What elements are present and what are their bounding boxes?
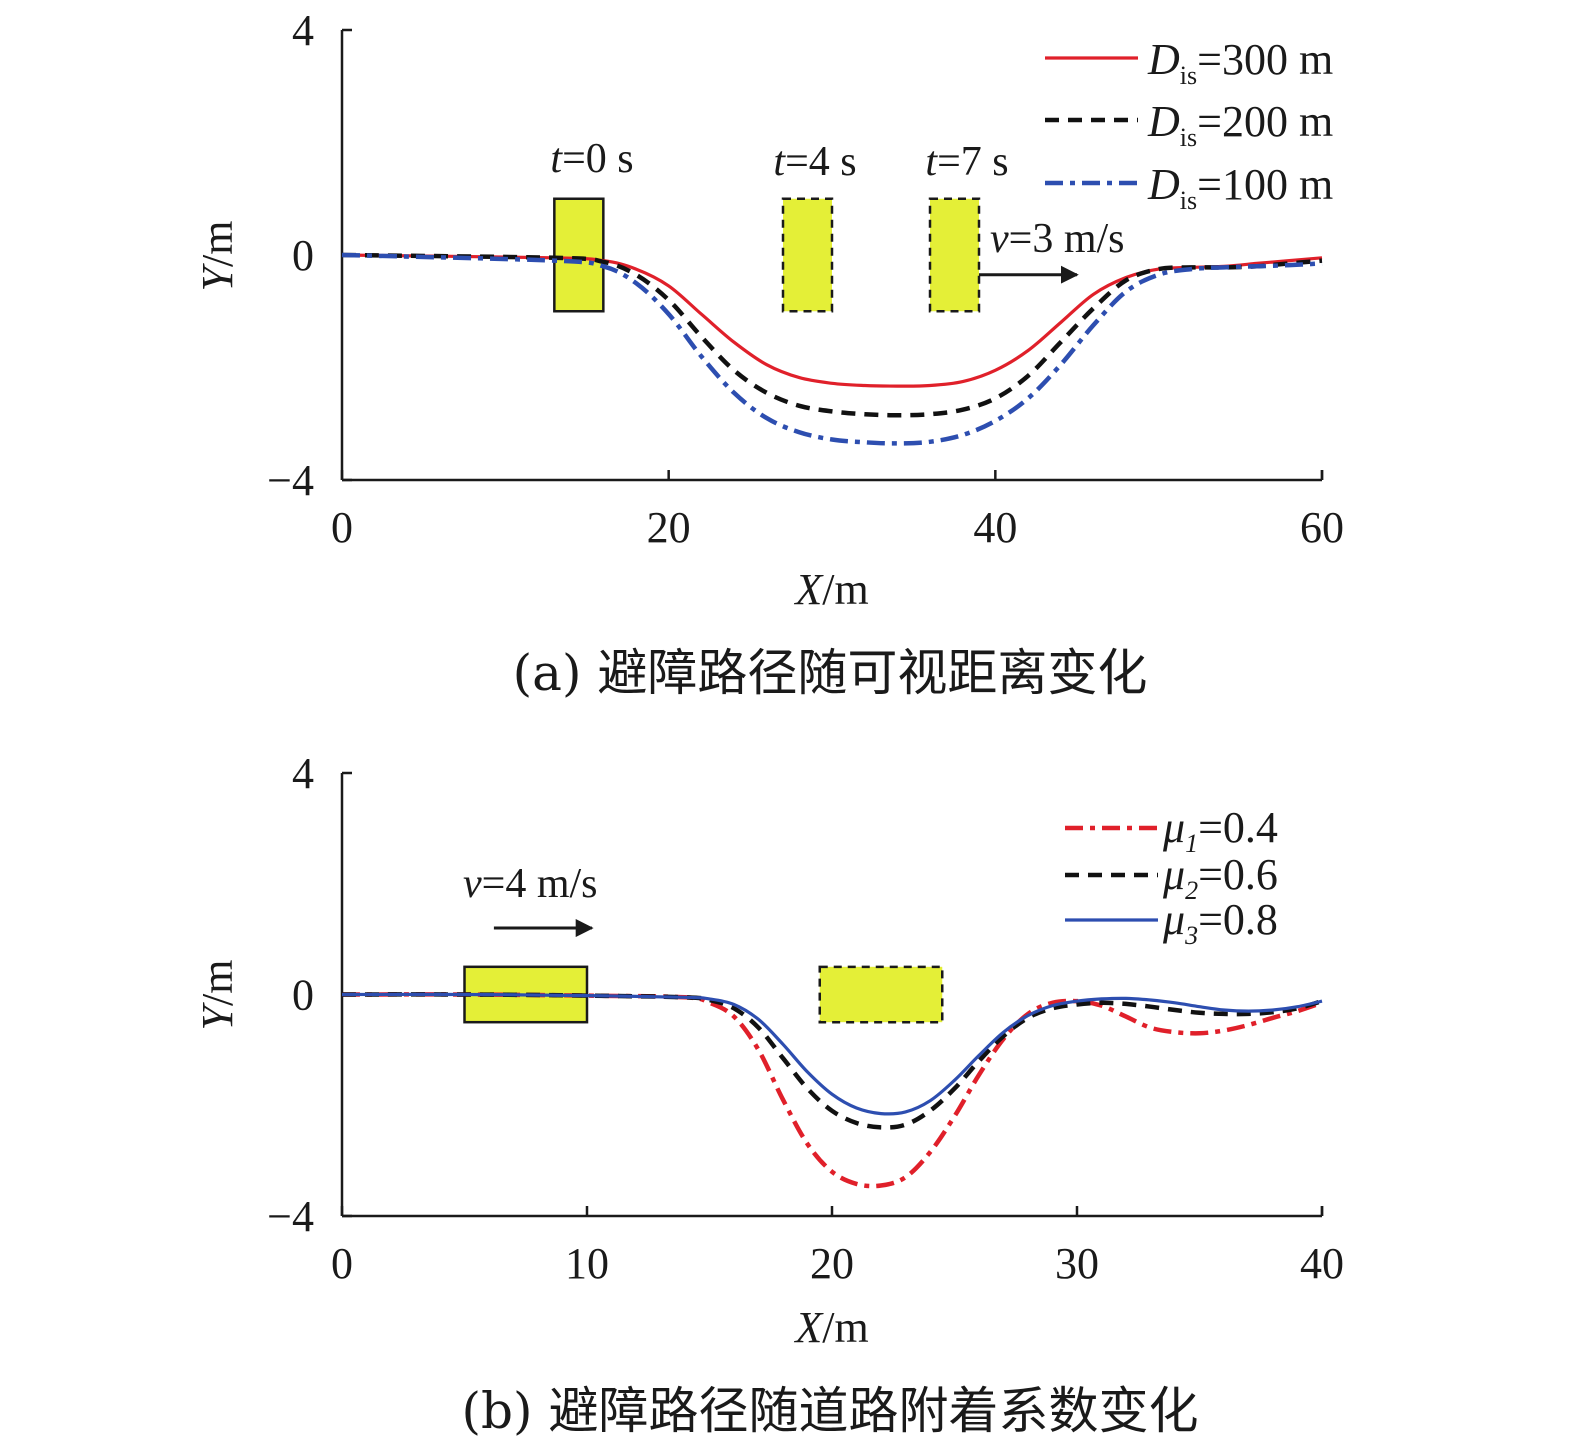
panel-b-legend-label-1: μ2=0.6 <box>1162 850 1278 905</box>
obstacle-2 <box>928 197 981 313</box>
panel-b-caption: (b) 避障路径随道路附着系数变化 <box>462 1382 1199 1440</box>
x-tick-label: 0 <box>331 503 353 552</box>
panel-a-series <box>341 252 1323 446</box>
obstacle-0 <box>553 197 605 313</box>
panel-a-obstacles <box>553 197 981 313</box>
panel-b-legend: μ1=0.4 μ2=0.6 μ3=0.8 <box>1065 803 1278 950</box>
panel-a-caption: (a) 避障路径随可视距离变化 <box>513 644 1148 702</box>
panel-a-obstacle-label-2: t=7 s <box>925 139 1008 185</box>
panel-a-x-label: X/m <box>793 565 868 614</box>
obstacle-1 <box>781 197 834 313</box>
panel-a-obstacle-label-0: t=0 s <box>550 136 633 182</box>
series-line-2 <box>341 992 1323 1116</box>
x-tick-label: 10 <box>565 1239 609 1288</box>
series-line-2 <box>341 252 1323 446</box>
panel-a-legend-label-1: Dis=200 m <box>1147 97 1333 152</box>
panel-b-velocity-label: v=4 m/s <box>463 861 598 907</box>
y-tick-label: 0 <box>292 231 314 280</box>
panel-a-legend: Dis=300 m Dis=200 m Dis=100 m <box>1045 35 1333 215</box>
panel-a-legend-label-2: Dis=100 m <box>1147 160 1333 215</box>
obstacle-1 <box>818 965 944 1024</box>
x-tick-label: 0 <box>331 1239 353 1288</box>
panel-a-y-label: Y/m <box>193 221 242 292</box>
panel-a-obstacle-label-1: t=4 s <box>773 139 856 185</box>
panel-b-y-label: Y/m <box>193 960 242 1031</box>
y-tick-label: 4 <box>292 749 314 798</box>
x-tick-label: 20 <box>647 503 691 552</box>
x-tick-label: 40 <box>973 503 1017 552</box>
panel-b-legend-label-2: μ3=0.8 <box>1162 895 1278 950</box>
y-tick-label: 4 <box>292 6 314 55</box>
panel-a-velocity-label: v=3 m/s <box>990 216 1125 262</box>
series-line-0 <box>341 992 1323 1189</box>
panel-a-legend-label-0: Dis=300 m <box>1147 35 1333 90</box>
x-tick-label: 30 <box>1055 1239 1099 1288</box>
series-line-1 <box>341 992 1323 1130</box>
x-tick-label: 60 <box>1300 503 1344 552</box>
y-tick-label: 0 <box>292 971 314 1020</box>
y-tick-label: −4 <box>267 1192 314 1241</box>
panel-b-x-label: X/m <box>793 1303 868 1352</box>
y-tick-label: −4 <box>267 456 314 505</box>
panel-b-series <box>341 992 1323 1189</box>
panel-b-legend-label-0: μ1=0.4 <box>1162 803 1278 858</box>
x-tick-label: 40 <box>1300 1239 1344 1288</box>
x-tick-label: 20 <box>810 1239 854 1288</box>
